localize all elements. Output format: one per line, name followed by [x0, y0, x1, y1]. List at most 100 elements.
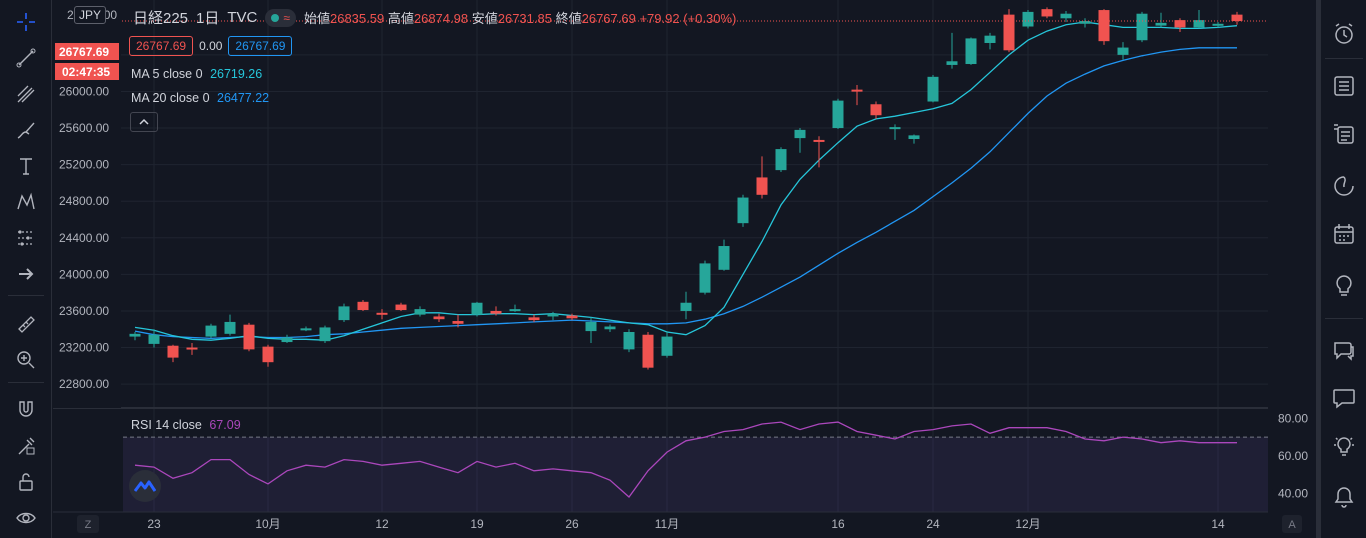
candle-body [224, 321, 236, 334]
prediction-icon[interactable] [10, 224, 42, 252]
ruler-icon[interactable] [10, 310, 42, 338]
candle-body [680, 302, 692, 311]
chat-icon-glyph [1334, 342, 1354, 361]
buy-price-box[interactable]: 26767.69 [228, 36, 293, 56]
candle-body [984, 35, 996, 43]
history-icon-glyph [1334, 176, 1354, 196]
currency-badge[interactable]: JPY [74, 6, 107, 24]
watchlist-icon-glyph [1334, 76, 1354, 96]
auto-scale-button [1282, 515, 1302, 533]
ideas-icon[interactable] [1328, 270, 1360, 302]
magnet-icon-glyph [19, 401, 33, 417]
brush-icon[interactable] [10, 116, 42, 144]
close-value: 26767.69 [581, 11, 636, 26]
change-value: +79.92 (+0.30%) [639, 11, 737, 26]
left-price-axis[interactable]: 22800.00 23200.00 23600.00 24000.00 24400.00… [53, 0, 123, 410]
rsi-value: 67.09 [209, 418, 241, 432]
notifications-icon[interactable] [1328, 482, 1360, 514]
ma5-label: MA 5 close 0 [131, 67, 203, 81]
candle-body [319, 327, 331, 342]
pattern-icon[interactable] [10, 188, 42, 216]
details-icon[interactable] [1328, 118, 1360, 150]
alarm-clock-icon[interactable] [1328, 18, 1360, 50]
candle-body [737, 197, 749, 224]
sell-price-box[interactable]: 26767.69 [129, 36, 194, 56]
chart-area[interactable]: 22800.00 23200.00 23600.00 24000.00 24400.00… [53, 0, 1268, 538]
calendar-icon[interactable] [1328, 218, 1360, 250]
candle-body [699, 263, 711, 293]
time-tick-label: 24 [926, 517, 940, 531]
rsi-line [134, 421, 1237, 498]
crosshair-icon[interactable] [10, 8, 42, 36]
eye-icon-glyph [16, 512, 36, 524]
current-price-tag-bg [55, 43, 119, 60]
high-value: 26874.98 [413, 11, 469, 26]
time-tick-label: 11月 [655, 517, 679, 531]
rsi-legend[interactable]: RSI 14 close 67.09 [131, 418, 241, 432]
candle-body [129, 333, 141, 337]
candle-body [775, 149, 787, 171]
rsi-axis-bg [1268, 410, 1316, 515]
candle-body [452, 321, 464, 324]
crosshair-icon-glyph [17, 13, 35, 31]
market-status-pill[interactable]: ≈ [265, 8, 296, 27]
symbol-name[interactable]: 日経225 [133, 10, 189, 27]
rsi-axis-tick-label: 80.00 [1278, 411, 1308, 425]
chart-canvas[interactable]: 22800.00 23200.00 23600.00 24000.00 24400.00… [53, 0, 1268, 538]
messages-icon[interactable] [1328, 382, 1360, 414]
time-tick-label: 16 [831, 517, 845, 531]
spread-value: 0.00 [199, 39, 223, 53]
ma20-label: MA 20 close 0 [131, 91, 210, 105]
right-toolbar [1320, 0, 1366, 538]
lock-drawings-icon[interactable] [10, 432, 42, 460]
ma20-line [134, 47, 1237, 340]
trend-line-icon[interactable] [10, 44, 42, 72]
candle-body [186, 347, 198, 350]
left-price-tick-label: 26000.00 [59, 84, 109, 98]
symbol-interval[interactable]: 1日 [196, 10, 220, 27]
left-price-tick-label: 24400.00 [59, 231, 109, 245]
hotlist-icon[interactable] [1328, 430, 1360, 462]
ma20-legend[interactable]: MA 20 close 0 26477.22 [131, 91, 269, 105]
candle-body [1022, 11, 1034, 27]
candle-body [395, 304, 407, 311]
text-icon[interactable] [10, 152, 42, 180]
candle-body [357, 301, 369, 311]
ma5-legend[interactable]: MA 5 close 0 26719.26 [131, 67, 262, 81]
low-label: 安値 [471, 11, 498, 26]
watchlist-icon[interactable] [1328, 70, 1360, 102]
candle-body [262, 346, 274, 363]
toolbar-gap: 40.00 60.00 80.00 A [1268, 0, 1320, 538]
zoom-icon[interactable] [10, 346, 42, 374]
candle-body [1231, 14, 1243, 22]
eye-icon[interactable] [10, 504, 42, 532]
time-tick-label: 12月 [1015, 517, 1040, 531]
candle-body [623, 332, 635, 350]
left-price-tick-label: 24000.00 [59, 267, 109, 281]
unlock-icon[interactable] [10, 468, 42, 496]
candle-body [281, 337, 293, 343]
right-toolbar-separator [1325, 58, 1363, 59]
pitchfork-icon[interactable] [10, 80, 42, 108]
chat-icon[interactable] [1328, 334, 1360, 366]
candle-body [1060, 13, 1072, 19]
price-axis-canvas[interactable]: 40.00 60.00 80.00 A [1268, 0, 1316, 538]
candle-body [528, 317, 540, 321]
candle-body [509, 309, 521, 312]
magnet-icon[interactable] [10, 396, 42, 424]
arrow-icon[interactable] [10, 260, 42, 288]
calendar-icon-glyph [1334, 224, 1354, 244]
right-toolbar-separator [1325, 318, 1363, 319]
status-wave-icon: ≈ [283, 10, 290, 25]
time-tick-label: 23 [147, 517, 161, 531]
candle-body [813, 139, 825, 142]
collapse-legend-button[interactable] [130, 112, 158, 132]
candle-body [1155, 22, 1167, 26]
text-icon-glyph [20, 158, 32, 175]
candle-body [1117, 47, 1129, 55]
messages-icon-glyph [1333, 389, 1355, 409]
tradingview-logo[interactable] [129, 470, 161, 502]
candle-body [604, 326, 616, 330]
history-icon[interactable] [1328, 170, 1360, 202]
candle-body [1098, 10, 1110, 42]
